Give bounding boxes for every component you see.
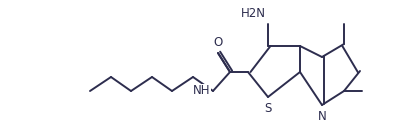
Text: N: N [318, 110, 326, 123]
Text: NH: NH [192, 84, 210, 97]
Text: O: O [213, 36, 223, 49]
Text: S: S [264, 102, 272, 115]
Text: H2N: H2N [241, 7, 266, 20]
